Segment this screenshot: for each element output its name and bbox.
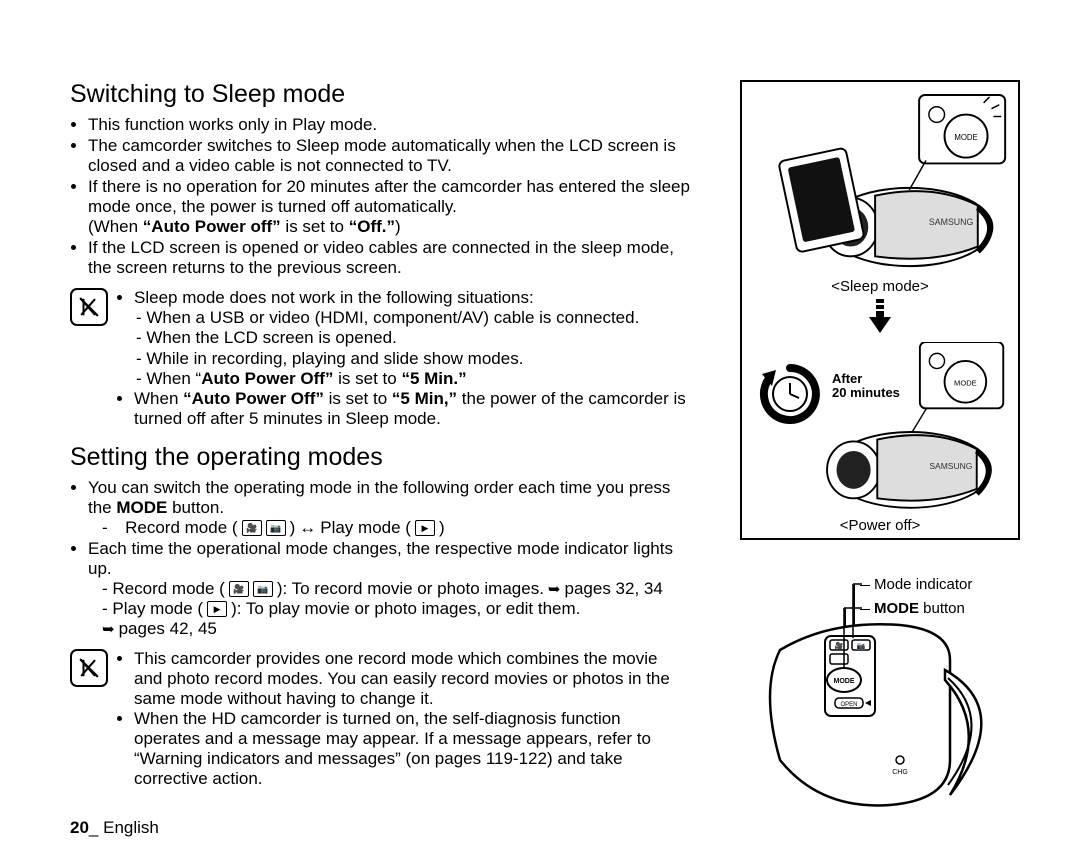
text: - When “Auto Power Off” is set to “5 Min… <box>134 369 690 389</box>
text: - When a USB or video (HDMI, component/A… <box>134 308 690 328</box>
text: ) <box>290 518 296 538</box>
play-icon: ▶ <box>415 520 435 536</box>
svg-text:🎥: 🎥 <box>835 641 844 650</box>
page-language: English <box>103 818 159 837</box>
camcorder-sleep-art: SAMSUNG MODE <box>748 88 1012 278</box>
svg-text:📷: 📷 <box>857 642 866 650</box>
text: ) <box>439 518 445 538</box>
list-item: When the HD camcorder is turned on, the … <box>134 709 690 789</box>
text: _ <box>89 818 98 837</box>
left-column: Switching to Sleep mode This function wo… <box>70 80 690 803</box>
section2-heading: Setting the operating modes <box>70 443 690 472</box>
text: Play mode ( <box>320 518 411 538</box>
text: is set to <box>333 369 401 388</box>
record-movie-icon: 🎥 <box>229 581 249 597</box>
text: - Record mode ( <box>102 579 225 599</box>
record-movie-icon: 🎥 <box>242 520 262 536</box>
page-footer: 20_ English <box>70 818 159 838</box>
svg-text:MODE: MODE <box>834 678 855 685</box>
svg-text:SAMSUNG: SAMSUNG <box>929 461 972 471</box>
play-icon: ▶ <box>207 601 227 617</box>
list-item: Sleep mode does not work in the followin… <box>134 288 690 388</box>
text: “5 Min,” <box>392 389 457 408</box>
text: button. <box>167 498 224 517</box>
list-item: If the LCD screen is opened or video cab… <box>88 238 690 278</box>
double-arrow-icon <box>299 518 316 538</box>
fig1-caption-sleep: <Sleep mode> <box>748 278 1012 295</box>
figure-sleep-power: SAMSUNG MODE <box>740 80 1020 540</box>
text: ) <box>395 217 401 236</box>
text: - Play mode ( <box>102 599 203 619</box>
record-photo-icon: 📷 <box>266 520 286 536</box>
text: Auto Power Off” <box>201 369 333 388</box>
mode-desc-rec: - Record mode ( 🎥 📷 ): To record movie o… <box>102 579 690 599</box>
page-number: 20 <box>70 818 89 837</box>
text: Each time the operational mode changes, … <box>88 539 673 578</box>
record-photo-icon: 📷 <box>253 581 273 597</box>
list-item: The camcorder switches to Sleep mode aut… <box>88 136 690 176</box>
text: MODE <box>116 498 167 517</box>
text: “Auto Power off” <box>143 217 281 236</box>
list-item: You can switch the operating mode in the… <box>88 478 690 538</box>
text: ): To play movie or photo images, or edi… <box>231 599 580 619</box>
svg-text:MODE: MODE <box>954 133 977 142</box>
svg-text:MODE: MODE <box>954 379 977 388</box>
ref-arrow-icon <box>548 579 561 599</box>
note-body: This camcorder provides one record mode … <box>116 649 690 789</box>
note-block-2: This camcorder provides one record mode … <box>70 649 690 789</box>
mode-desc-play-pages: pages 42, 45 <box>102 619 690 639</box>
note-body: Sleep mode does not work in the followin… <box>116 288 690 428</box>
text: (When <box>88 217 143 236</box>
text: If there is no operation for 20 minutes … <box>88 177 690 216</box>
list-item: If there is no operation for 20 minutes … <box>88 177 690 237</box>
text: Record mode ( <box>125 518 237 538</box>
svg-text:SAMSUNG: SAMSUNG <box>929 217 974 227</box>
right-column: SAMSUNG MODE <box>740 80 1020 820</box>
list-item: When “Auto Power Off” is set to “5 Min,”… <box>134 389 690 429</box>
text: is set to <box>281 217 349 236</box>
text: When <box>134 389 183 408</box>
text: - When “ <box>136 369 201 388</box>
svg-text:CHG: CHG <box>892 769 908 776</box>
text: ): To record movie or photo images. <box>277 579 544 599</box>
mode-desc-play: - Play mode ( ▶ ): To play movie or phot… <box>102 599 690 619</box>
down-arrow-icon <box>748 299 1012 338</box>
camcorder-poweroff-art: MODE SAMSUNG <box>752 342 1012 522</box>
list-item: Each time the operational mode changes, … <box>88 539 690 639</box>
ref-arrow-icon <box>102 619 115 639</box>
section1-list: This function works only in Play mode. T… <box>70 115 690 278</box>
text: - <box>102 518 108 538</box>
manual-page: Switching to Sleep mode This function wo… <box>0 0 1080 866</box>
text: - When the LCD screen is opened. <box>134 328 690 348</box>
text: “Off.” <box>349 217 395 236</box>
note-icon <box>70 649 108 687</box>
note-icon <box>70 288 108 326</box>
text: pages 42, 45 <box>119 619 217 639</box>
note-block-1: Sleep mode does not work in the followin… <box>70 288 690 428</box>
text: - While in recording, playing and slide … <box>134 349 690 369</box>
text: “5 Min.” <box>401 369 466 388</box>
mode-line: - Record mode ( 🎥 📷 ) Play mode ( ▶ ) <box>102 518 690 538</box>
section2-list: You can switch the operating mode in the… <box>70 478 690 639</box>
list-item: This camcorder provides one record mode … <box>134 649 690 709</box>
text: pages 32, 34 <box>565 579 663 599</box>
svg-text:OPEN: OPEN <box>840 702 857 708</box>
list-item: This function works only in Play mode. <box>88 115 690 135</box>
camcorder-back-art: 🎥 📷 MODE OPEN CHG <box>740 560 1020 820</box>
text: is set to <box>324 389 392 408</box>
section1-heading: Switching to Sleep mode <box>70 80 690 109</box>
fig1-caption-poweroff: <Power off> <box>742 517 1018 534</box>
text: “Auto Power Off” <box>183 389 324 408</box>
text: Sleep mode does not work in the followin… <box>134 288 534 307</box>
figure-mode-button: Mode indicator MODE button 🎥 📷 <box>740 560 1020 820</box>
